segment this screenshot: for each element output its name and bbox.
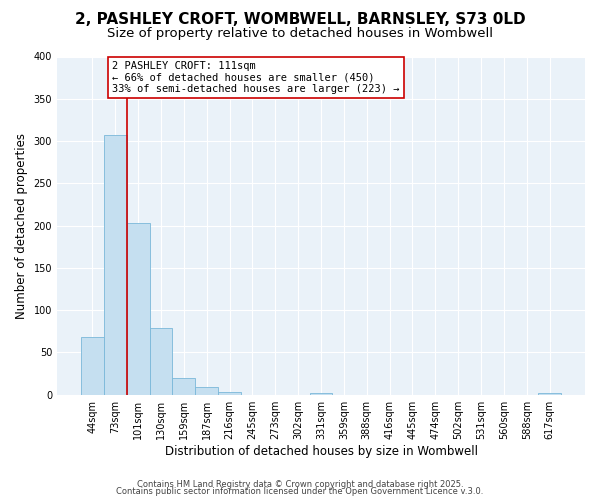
Text: 2 PASHLEY CROFT: 111sqm
← 66% of detached houses are smaller (450)
33% of semi-d: 2 PASHLEY CROFT: 111sqm ← 66% of detache… — [112, 60, 400, 94]
Bar — [104, 135, 127, 394]
Bar — [81, 337, 104, 394]
X-axis label: Distribution of detached houses by size in Wombwell: Distribution of detached houses by size … — [164, 444, 478, 458]
Text: Contains public sector information licensed under the Open Government Licence v.: Contains public sector information licen… — [116, 487, 484, 496]
Text: Size of property relative to detached houses in Wombwell: Size of property relative to detached ho… — [107, 28, 493, 40]
Text: Contains HM Land Registry data © Crown copyright and database right 2025.: Contains HM Land Registry data © Crown c… — [137, 480, 463, 489]
Bar — [218, 392, 241, 394]
Bar — [127, 223, 149, 394]
Bar — [538, 393, 561, 394]
Text: 2, PASHLEY CROFT, WOMBWELL, BARNSLEY, S73 0LD: 2, PASHLEY CROFT, WOMBWELL, BARNSLEY, S7… — [74, 12, 526, 28]
Bar — [196, 387, 218, 394]
Bar — [149, 328, 172, 394]
Y-axis label: Number of detached properties: Number of detached properties — [15, 132, 28, 318]
Bar — [310, 393, 332, 394]
Bar — [172, 378, 196, 394]
